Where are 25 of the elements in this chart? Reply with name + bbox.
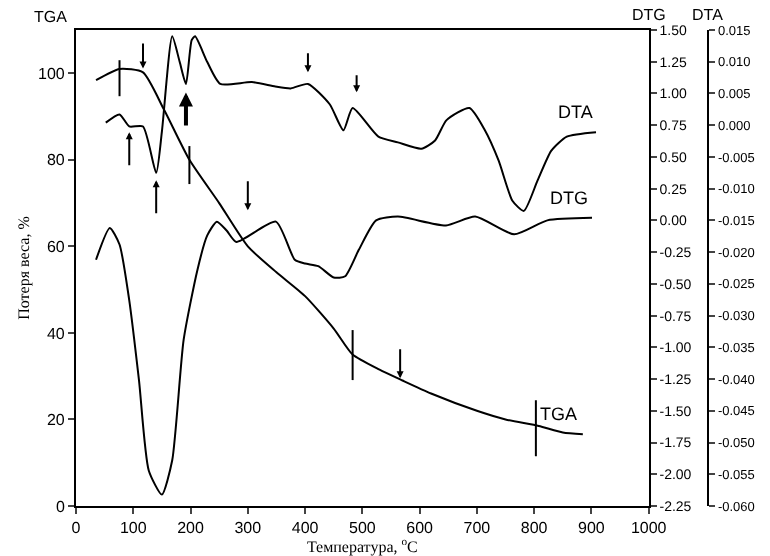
y-tick-label: 80 [46, 151, 66, 170]
x-tick-label: 500 [348, 519, 377, 538]
x-tick-label: 100 [119, 519, 148, 538]
y2-axis-title: DTG [632, 6, 666, 24]
x-tick-label: 300 [234, 519, 263, 538]
y-tick-label: 0 [55, 497, 66, 516]
x-tick-label: 0 [71, 519, 82, 538]
series-label: DTG [550, 188, 588, 208]
x-axis-title: Температура, $^{o}$C [306, 537, 418, 556]
x-tick-label: 800 [520, 519, 549, 538]
series-label: DTA [558, 102, 593, 122]
x-tick-label: 700 [463, 519, 492, 538]
y-tick-label: 20 [46, 411, 66, 430]
x-tick-label: 900 [578, 519, 606, 538]
y3-axis-title: DTA [692, 6, 725, 24]
x-tick-label: 1000 [630, 519, 668, 538]
y-tick-label: 40 [46, 324, 66, 343]
text: TGA [34, 8, 69, 26]
y-tick-label: 100 [38, 64, 66, 83]
series-label: TGA [540, 404, 578, 424]
y-tick-label: 60 [46, 237, 66, 256]
x-tick-label: 200 [177, 519, 205, 538]
y-axis-title: Потеря веса, % [15, 215, 34, 320]
x-tick-label: 400 [291, 519, 320, 538]
x-tick-label: 600 [406, 519, 435, 538]
